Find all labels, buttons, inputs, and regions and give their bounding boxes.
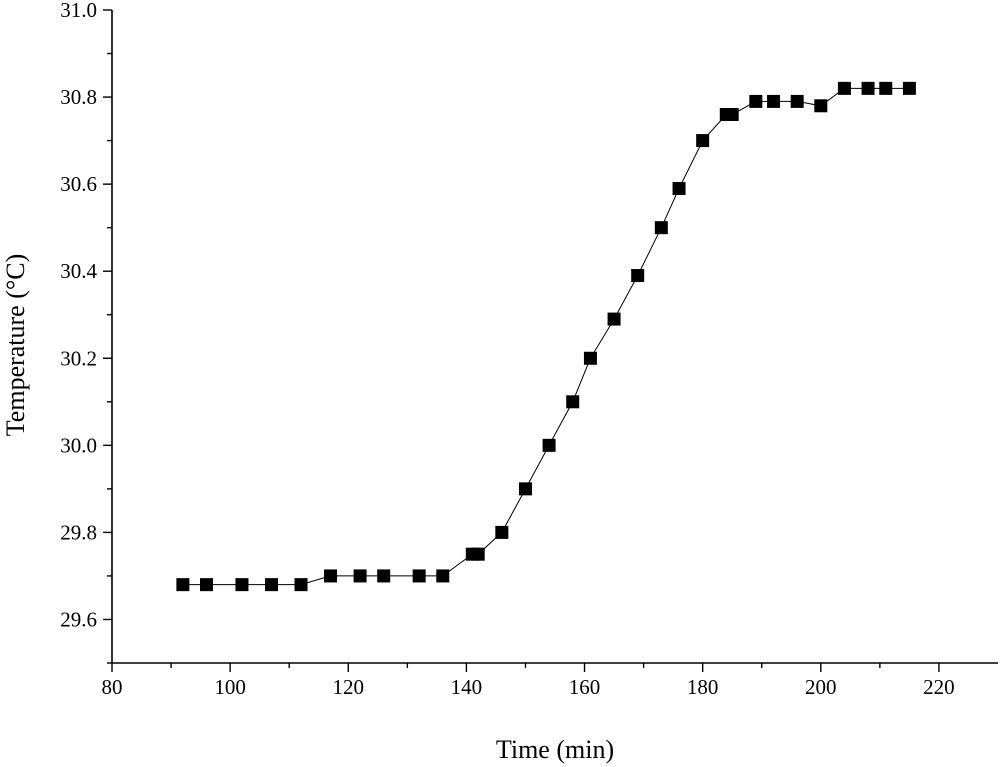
data-point <box>200 578 214 592</box>
data-point <box>767 94 781 108</box>
x-tick-label: 100 <box>214 675 246 699</box>
y-tick-label: 29.6 <box>60 607 97 631</box>
data-point <box>631 269 645 283</box>
data-point <box>902 81 916 95</box>
data-point <box>672 181 686 195</box>
data-point <box>377 569 391 583</box>
y-axis-title: Temperature (°C) <box>1 254 30 437</box>
y-tick-label: 29.8 <box>60 520 97 544</box>
data-point <box>264 578 278 592</box>
data-point <box>879 81 893 95</box>
y-tick-label: 30.0 <box>60 433 97 457</box>
data-markers <box>176 81 916 592</box>
plot-area <box>111 10 998 664</box>
data-point <box>861 81 875 95</box>
data-point <box>294 578 308 592</box>
y-tick-label: 30.6 <box>60 172 97 196</box>
data-point <box>607 312 621 326</box>
y-tick-label: 30.4 <box>60 259 97 283</box>
data-point <box>412 569 426 583</box>
data-point <box>583 351 597 365</box>
x-tick-label: 180 <box>687 675 719 699</box>
data-point <box>235 578 249 592</box>
series-line <box>182 87 910 586</box>
y-tick-label: 30.8 <box>60 85 97 109</box>
data-point <box>436 569 450 583</box>
data-point <box>696 134 710 148</box>
data-point <box>495 525 509 539</box>
x-tick-label: 140 <box>451 675 483 699</box>
data-point <box>542 438 556 452</box>
data-point <box>353 569 367 583</box>
data-point <box>654 221 668 235</box>
data-point <box>749 94 763 108</box>
data-point <box>837 81 851 95</box>
data-point <box>324 569 338 583</box>
x-axis-title: Time (min) <box>496 735 614 764</box>
x-tick-label: 80 <box>102 675 123 699</box>
y-tick-label: 30.2 <box>60 346 97 370</box>
x-tick-label: 160 <box>569 675 601 699</box>
data-point <box>471 547 485 561</box>
data-series <box>182 87 910 586</box>
data-point <box>790 94 804 108</box>
data-point <box>566 395 580 409</box>
x-tick-label: 200 <box>805 675 837 699</box>
data-point <box>725 107 739 121</box>
axis-ticks: 80 100 120 140 160 180 200 220 29.6 29.8 30.0 30.2 3… <box>60 0 954 699</box>
data-point <box>814 99 828 113</box>
y-tick-label: 31.0 <box>60 0 97 22</box>
data-point <box>518 482 532 496</box>
data-point <box>176 578 190 592</box>
x-tick-label: 220 <box>923 675 955 699</box>
x-tick-label: 120 <box>333 675 365 699</box>
